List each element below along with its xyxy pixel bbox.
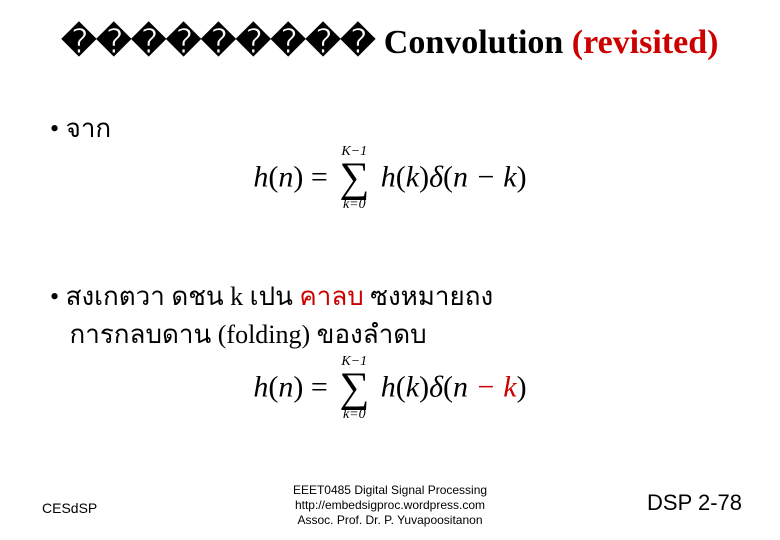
title-suffix: (revisited) [572, 24, 719, 61]
eq1-sum: K−1 ∑ k=0 [339, 160, 369, 199]
eq2-rhs-k: k [406, 370, 419, 403]
bullet2-line2a: การกลบดาน [70, 320, 218, 349]
eq1-n: n [278, 160, 293, 193]
eq1-delta: δ [429, 160, 443, 193]
eq2-rhs-h: h [381, 370, 396, 403]
eq1-sum-lower: k=0 [343, 197, 366, 213]
slide-title: ��������� Convolution (revisited) [0, 22, 780, 62]
eq2-sum-upper: K−1 [341, 354, 367, 370]
bullet-from: • จาก [50, 108, 111, 149]
eq2-lhs-h: h [253, 370, 268, 403]
eq1-sum-upper: K−1 [341, 144, 367, 160]
bullet2-folding: (folding) [218, 320, 310, 349]
eq1-equals: = [311, 160, 335, 193]
eq2-sum: K−1 ∑ k=0 [339, 370, 369, 409]
bullet2-red: คาลบ [299, 282, 363, 311]
eq1-rhs-h: h [381, 160, 396, 193]
eq2-n2: n [453, 370, 468, 403]
eq1-lhs-h: h [253, 160, 268, 193]
equation-1: h(n) = K−1 ∑ k=0 h(k)δ(n − k) [253, 160, 526, 199]
footer-center-2: http://embedsigproc.wordpress.com [293, 498, 487, 513]
footer-right: DSP 2-78 [647, 490, 742, 516]
title-prefix: ��������� Convolution [62, 24, 572, 61]
footer-center-1: EEET0485 Digital Signal Processing [293, 483, 487, 498]
eq2-delta: δ [429, 370, 443, 403]
footer-center-3: Assoc. Prof. Dr. P. Yuvapoositanon [293, 513, 487, 528]
bullet2-line2c: ของลำดบ [310, 320, 427, 349]
eq2-sum-lower: k=0 [343, 407, 366, 423]
footer-center: EEET0485 Digital Signal Processing http:… [293, 483, 487, 528]
eq1-rhs-k: k [406, 160, 419, 193]
equation-2: h(n) = K−1 ∑ k=0 h(k)δ(n − k) [253, 370, 526, 409]
eq1-nk: n − k [453, 160, 517, 193]
eq2-equals: = [311, 370, 335, 403]
bullet2-post1: ซงหมายถง [364, 282, 493, 311]
bullet-observe: • สงเกตวา ดชน k เปน คาลบ ซงหมายถง การกลบ… [50, 278, 730, 353]
eq2-minus-k: − k [468, 370, 517, 403]
footer-left: CESdSP [42, 500, 97, 516]
bullet2-pre: • สงเกตวา ดชน k เปน [50, 282, 299, 311]
eq2-n: n [278, 370, 293, 403]
